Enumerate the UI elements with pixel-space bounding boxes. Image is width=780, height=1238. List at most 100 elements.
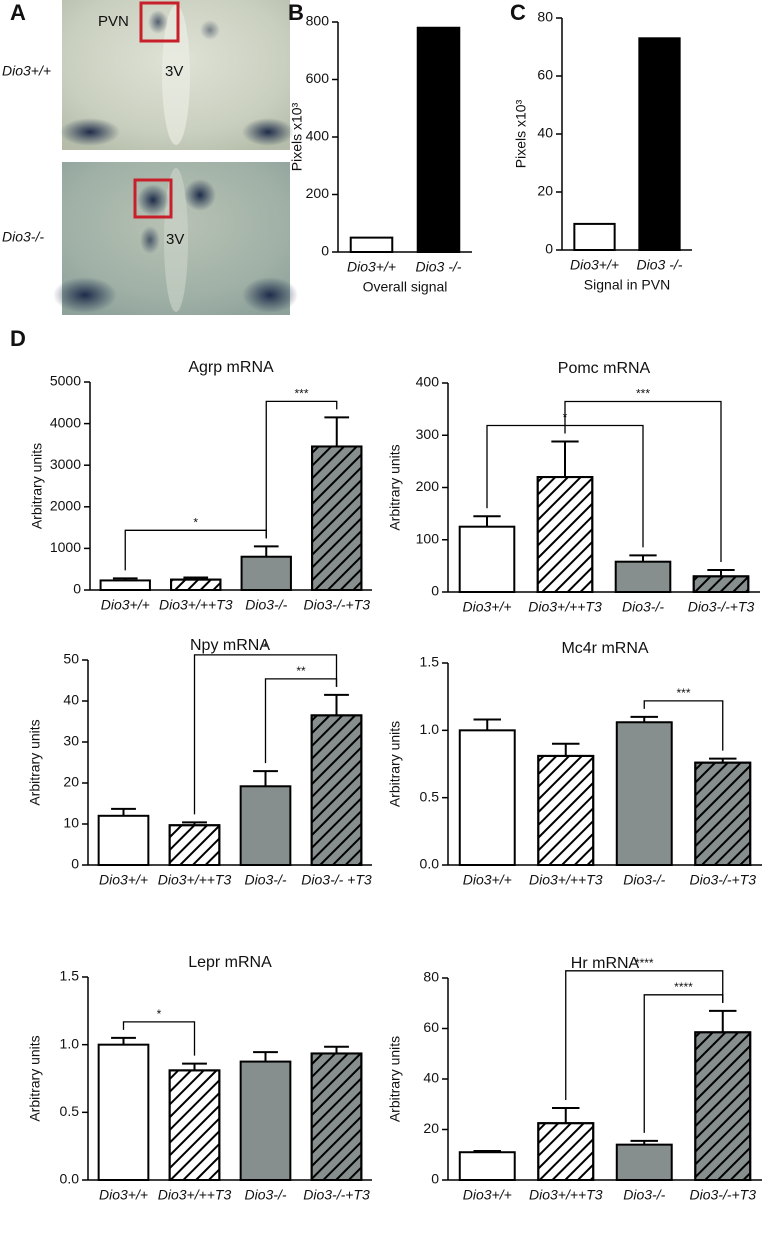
bar <box>240 555 292 591</box>
panel-letter: C <box>510 0 526 25</box>
micrograph-top <box>60 0 294 150</box>
y-tick-label: 0 <box>545 241 553 257</box>
y-tick-label: 100 <box>416 530 440 546</box>
x-axis-label: Overall signal <box>363 279 448 295</box>
y-axis-label: Pixels x10³ <box>513 99 529 168</box>
bar <box>615 721 673 867</box>
x-tick-label: Dio3-/- <box>622 599 664 615</box>
y-tick-label: 0 <box>431 583 439 599</box>
bar <box>99 579 151 592</box>
significance-label: **** <box>674 980 693 994</box>
x-tick-label: Dio3+/+ <box>101 597 150 613</box>
bar <box>458 729 516 866</box>
bar-hatch <box>694 761 752 866</box>
x-tick-label: Dio3 -/- <box>416 259 462 275</box>
y-tick-label: 2000 <box>50 498 81 514</box>
x-tick-label: Dio3-/- <box>245 597 287 613</box>
chart-title: Hr mRNA <box>571 955 640 972</box>
y-tick-label: 20 <box>63 774 79 790</box>
micrograph-bottom <box>53 162 298 315</box>
x-tick-label: Dio3+/+ <box>347 259 396 275</box>
y-tick-label: 80 <box>537 9 553 25</box>
panel-letter: B <box>288 0 304 25</box>
x-tick-label: Dio3+/++T3 <box>528 599 602 615</box>
y-axis-label: Arbitrary units <box>27 1035 43 1121</box>
x-tick-label: Dio3-/- <box>623 872 665 888</box>
bar-hatch <box>170 578 222 591</box>
x-tick-label: Dio3+/+ <box>99 872 148 888</box>
y-tick-label: 0.0 <box>60 1171 80 1187</box>
y-tick-label: 60 <box>423 1019 439 1035</box>
bar <box>458 525 516 593</box>
bar <box>458 1151 516 1181</box>
bar <box>416 26 461 253</box>
x-tick-label: Dio3-/-+T3 <box>303 1187 370 1203</box>
x-tick-label: Dio3+/+ <box>99 1187 148 1203</box>
x-tick-label: Dio3-/-+T3 <box>688 599 755 615</box>
y-tick-label: 20 <box>537 183 553 199</box>
significance-label: **** <box>635 956 654 970</box>
significance-bracket <box>643 700 724 751</box>
x-tick-label: Dio3-/-+T3 <box>689 872 756 888</box>
y-tick-label: 300 <box>416 426 440 442</box>
y-axis-label: Arbitrary units <box>29 443 45 529</box>
y-tick-label: 800 <box>306 13 330 29</box>
x-tick-label: Dio3-/-+T3 <box>689 1187 756 1203</box>
y-tick-label: 400 <box>416 374 440 390</box>
chart-title: Lepr mRNA <box>188 954 272 971</box>
y-tick-label: 40 <box>537 125 553 141</box>
y-tick-label: 1000 <box>50 539 81 555</box>
bar-hatch <box>168 1069 221 1182</box>
bar-hatch <box>537 754 595 866</box>
y-tick-label: 10 <box>63 815 79 831</box>
chart-title: Mc4r mRNA <box>561 640 648 657</box>
y-tick-label: 0 <box>73 581 81 597</box>
bar <box>239 1060 292 1182</box>
bar-hatch <box>310 1052 363 1182</box>
significance-label: * <box>263 640 268 654</box>
x-tick-label: Dio3+/+ <box>463 872 512 888</box>
x-tick-label: Dio3-/- <box>623 1187 665 1203</box>
y-tick-label: 1.5 <box>60 968 80 984</box>
x-tick-label: Dio3+/++T3 <box>529 1187 603 1203</box>
panel-letter: D <box>10 326 26 351</box>
x-tick-label: Dio3-/- <box>244 872 286 888</box>
y-tick-label: 60 <box>537 67 553 83</box>
y-tick-label: 1.0 <box>420 721 440 737</box>
region-label: PVN <box>98 13 129 30</box>
y-tick-label: 400 <box>306 128 330 144</box>
significance-label: *** <box>294 387 308 401</box>
bar <box>97 814 150 866</box>
bar-hatch <box>310 714 363 866</box>
bar <box>573 222 616 251</box>
y-tick-label: 5000 <box>50 373 81 389</box>
x-tick-label: Dio3-/- <box>244 1187 286 1203</box>
chart-title: Pomc mRNA <box>558 360 651 377</box>
ventricle-label: 3V <box>166 231 184 248</box>
significance-label: * <box>157 1007 162 1021</box>
bar-hatch <box>694 1031 752 1181</box>
genotype-label: Dio3-/- <box>2 229 44 245</box>
y-tick-label: 40 <box>63 692 79 708</box>
bar-hatch <box>536 476 594 593</box>
y-tick-label: 50 <box>63 651 79 667</box>
y-tick-label: 200 <box>416 478 440 494</box>
bar <box>615 1143 673 1182</box>
bar <box>239 785 292 867</box>
y-tick-label: 0.5 <box>60 1103 80 1119</box>
x-tick-label: Dio3-/- +T3 <box>301 872 372 888</box>
y-tick-label: 30 <box>63 733 79 749</box>
significance-label: ** <box>296 664 306 678</box>
y-tick-label: 600 <box>306 70 330 86</box>
y-axis-label: Arbitrary units <box>27 719 43 805</box>
significance-bracket <box>565 970 724 1101</box>
bar <box>638 37 681 251</box>
x-tick-label: Dio3+/+ <box>570 257 619 273</box>
y-axis-label: Arbitrary units <box>387 444 403 530</box>
x-tick-label: Dio3 -/- <box>637 257 683 273</box>
x-tick-label: Dio3+/++T3 <box>158 872 232 888</box>
panel-letter: A <box>10 0 26 25</box>
bar <box>349 236 394 253</box>
x-axis-label: Signal in PVN <box>584 277 670 293</box>
